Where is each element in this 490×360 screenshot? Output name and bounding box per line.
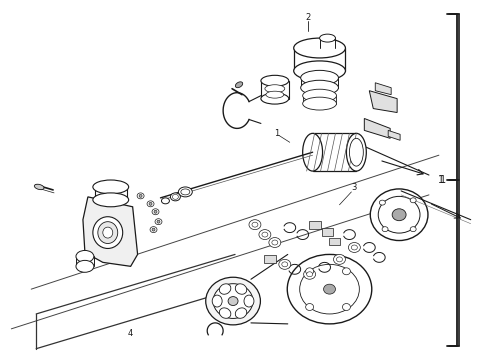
Ellipse shape <box>235 284 247 294</box>
Bar <box>328 238 341 246</box>
Text: 5: 5 <box>307 289 312 298</box>
Polygon shape <box>83 197 138 266</box>
Polygon shape <box>365 118 390 138</box>
Ellipse shape <box>147 201 154 207</box>
Ellipse shape <box>103 227 113 238</box>
Text: 4: 4 <box>128 329 133 338</box>
Ellipse shape <box>303 133 322 171</box>
Ellipse shape <box>252 222 258 227</box>
Ellipse shape <box>93 180 129 194</box>
Ellipse shape <box>410 227 416 231</box>
Ellipse shape <box>98 222 118 243</box>
Text: 3: 3 <box>352 184 357 193</box>
Ellipse shape <box>279 260 291 269</box>
Ellipse shape <box>244 295 254 307</box>
Bar <box>309 221 320 229</box>
Ellipse shape <box>152 209 159 215</box>
Ellipse shape <box>301 80 339 95</box>
Polygon shape <box>375 83 391 95</box>
Ellipse shape <box>76 260 94 272</box>
Ellipse shape <box>76 251 94 262</box>
Ellipse shape <box>261 93 289 104</box>
Ellipse shape <box>152 228 155 231</box>
Ellipse shape <box>206 277 260 325</box>
Ellipse shape <box>261 75 289 86</box>
Ellipse shape <box>259 230 271 239</box>
Ellipse shape <box>269 238 281 247</box>
Ellipse shape <box>392 209 406 221</box>
Ellipse shape <box>137 193 144 199</box>
Ellipse shape <box>178 187 192 197</box>
Ellipse shape <box>171 193 180 201</box>
Ellipse shape <box>378 196 420 233</box>
Ellipse shape <box>382 227 388 231</box>
Ellipse shape <box>303 89 337 102</box>
Ellipse shape <box>410 198 416 203</box>
Ellipse shape <box>154 210 157 213</box>
Ellipse shape <box>294 38 345 58</box>
Ellipse shape <box>348 243 360 252</box>
Ellipse shape <box>249 220 261 230</box>
Ellipse shape <box>149 202 152 205</box>
Ellipse shape <box>162 198 170 204</box>
Ellipse shape <box>343 268 350 275</box>
Text: 1: 1 <box>438 175 444 185</box>
Ellipse shape <box>157 220 160 223</box>
Ellipse shape <box>337 257 343 262</box>
Text: 2: 2 <box>305 13 310 22</box>
Ellipse shape <box>300 264 359 314</box>
Ellipse shape <box>220 284 231 294</box>
Ellipse shape <box>172 194 178 199</box>
Ellipse shape <box>323 284 336 294</box>
Ellipse shape <box>212 295 222 307</box>
Ellipse shape <box>265 85 285 93</box>
Ellipse shape <box>93 217 122 248</box>
Ellipse shape <box>287 255 372 324</box>
Ellipse shape <box>235 82 243 88</box>
Ellipse shape <box>262 232 268 237</box>
Ellipse shape <box>379 200 385 205</box>
Bar <box>264 255 276 264</box>
Ellipse shape <box>349 138 363 166</box>
Ellipse shape <box>306 268 314 275</box>
Ellipse shape <box>306 303 314 310</box>
Ellipse shape <box>150 227 157 233</box>
Polygon shape <box>369 91 397 113</box>
Ellipse shape <box>303 97 337 110</box>
Ellipse shape <box>235 308 247 318</box>
Ellipse shape <box>351 245 357 250</box>
Ellipse shape <box>228 297 238 306</box>
Ellipse shape <box>220 308 231 318</box>
Ellipse shape <box>307 272 313 277</box>
Ellipse shape <box>181 189 190 195</box>
Text: 1: 1 <box>440 175 446 185</box>
Ellipse shape <box>370 189 428 240</box>
Ellipse shape <box>34 184 44 190</box>
Polygon shape <box>388 130 400 140</box>
Text: 1: 1 <box>274 129 279 138</box>
Ellipse shape <box>213 284 253 319</box>
Ellipse shape <box>93 193 129 207</box>
Ellipse shape <box>282 262 288 267</box>
Ellipse shape <box>294 61 345 81</box>
Ellipse shape <box>155 219 162 225</box>
Ellipse shape <box>139 194 142 197</box>
Ellipse shape <box>301 70 339 85</box>
Bar <box>321 228 334 235</box>
Ellipse shape <box>266 91 284 98</box>
Ellipse shape <box>272 240 278 245</box>
Ellipse shape <box>304 269 316 279</box>
Ellipse shape <box>343 303 350 310</box>
Ellipse shape <box>319 34 336 42</box>
Ellipse shape <box>346 133 367 171</box>
Ellipse shape <box>334 255 345 264</box>
